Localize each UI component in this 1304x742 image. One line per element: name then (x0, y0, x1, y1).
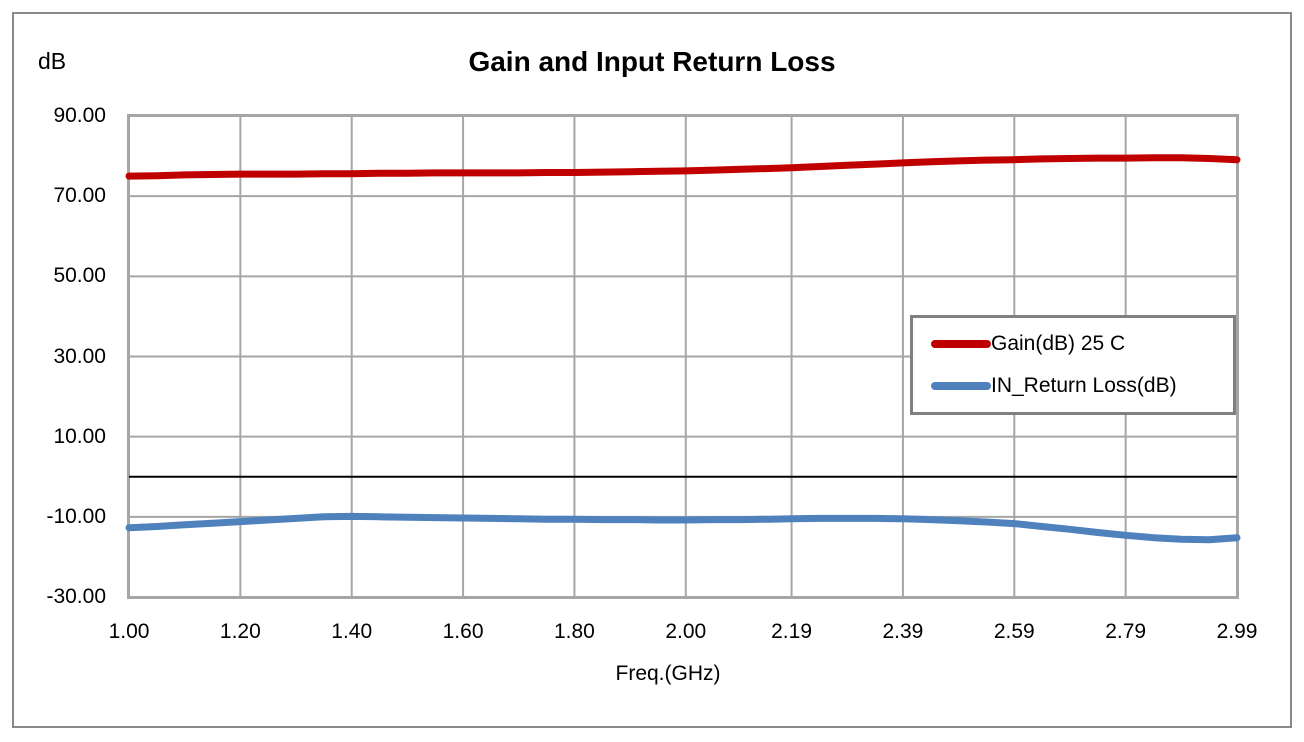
series-line-gain (125, 154, 1241, 180)
y-tick-label: 30.00 (53, 344, 106, 368)
x-tick-label: 2.99 (1216, 620, 1258, 643)
x-tick-label: 2.19 (771, 620, 812, 643)
x-tick-label: 2.59 (993, 620, 1035, 643)
y-tick-label: 70.00 (53, 184, 106, 208)
x-tick-label: 2.00 (665, 620, 707, 643)
plot-svg (125, 115, 1241, 598)
legend-item-gain: Gain(dB) 25 C (931, 330, 1233, 358)
legend-item-return-loss: IN_Return Loss(dB) (931, 372, 1233, 400)
x-tick-label: 2.39 (882, 620, 924, 643)
y-tick-label: 10.00 (53, 424, 106, 448)
x-tick-label: 1.40 (331, 620, 373, 643)
x-tick-label: 1.60 (442, 620, 484, 643)
series-line-return-loss (125, 512, 1241, 544)
y-tick-label: -30.00 (46, 585, 106, 608)
x-axis-title: Freq.(GHz) (615, 662, 721, 685)
x-tick-label: 1.00 (108, 620, 150, 643)
legend-label-return-loss: IN_Return Loss(dB) (991, 374, 1177, 397)
x-tick-label: 1.80 (553, 620, 595, 643)
x-tick-label: 2.79 (1105, 620, 1147, 643)
y-tick-label: 50.00 (53, 264, 106, 288)
x-tick-label: 1.20 (219, 620, 261, 643)
plot-area (125, 114, 1241, 599)
return-loss-line-sample-icon (931, 382, 991, 390)
y-tick-label: -10.00 (46, 504, 106, 528)
y-tick-label: 90.00 (53, 104, 106, 127)
legend: Gain(dB) 25 C IN_Return Loss(dB) (910, 315, 1236, 415)
gain-line-sample-icon (931, 340, 991, 348)
chart-title: Gain and Input Return Loss (468, 46, 836, 77)
y-axis-unit-label: dB (38, 48, 67, 74)
legend-label-gain: Gain(dB) 25 C (991, 332, 1126, 355)
